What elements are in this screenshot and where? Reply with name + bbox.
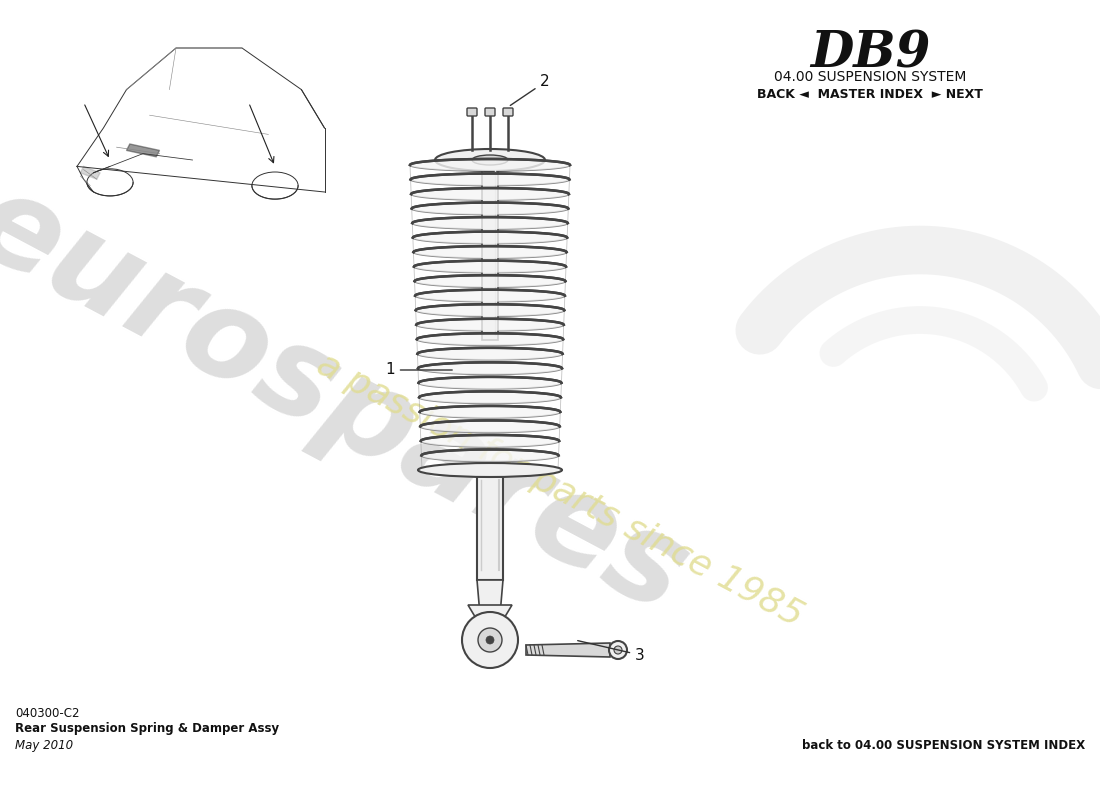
Polygon shape	[482, 165, 498, 340]
FancyBboxPatch shape	[485, 108, 495, 116]
Polygon shape	[410, 159, 570, 171]
Polygon shape	[416, 304, 564, 316]
Polygon shape	[420, 421, 560, 433]
Text: 2: 2	[510, 74, 550, 106]
Polygon shape	[414, 261, 566, 273]
Circle shape	[478, 628, 502, 652]
Polygon shape	[415, 290, 565, 302]
Polygon shape	[421, 435, 559, 447]
Polygon shape	[468, 605, 512, 625]
Polygon shape	[526, 643, 610, 657]
Polygon shape	[414, 246, 566, 258]
Polygon shape	[418, 362, 562, 374]
Polygon shape	[411, 202, 569, 214]
Ellipse shape	[609, 641, 627, 659]
Polygon shape	[420, 406, 560, 418]
Polygon shape	[417, 334, 563, 346]
Polygon shape	[412, 232, 568, 244]
Text: 04.00 SUSPENSION SYSTEM: 04.00 SUSPENSION SYSTEM	[773, 70, 966, 84]
Circle shape	[462, 612, 518, 668]
Ellipse shape	[418, 463, 562, 477]
Ellipse shape	[614, 646, 622, 654]
Polygon shape	[415, 275, 565, 287]
Text: BACK ◄  MASTER INDEX  ► NEXT: BACK ◄ MASTER INDEX ► NEXT	[757, 88, 983, 101]
Text: 3: 3	[578, 641, 645, 662]
Text: DB9: DB9	[810, 30, 931, 79]
Polygon shape	[419, 377, 561, 389]
Text: back to 04.00 SUSPENSION SYSTEM INDEX: back to 04.00 SUSPENSION SYSTEM INDEX	[802, 739, 1085, 752]
Polygon shape	[477, 580, 503, 615]
Polygon shape	[126, 144, 160, 157]
Polygon shape	[477, 475, 503, 580]
Polygon shape	[421, 450, 559, 462]
Polygon shape	[411, 188, 569, 200]
FancyBboxPatch shape	[503, 108, 513, 116]
Text: Rear Suspension Spring & Damper Assy: Rear Suspension Spring & Damper Assy	[15, 722, 279, 735]
Polygon shape	[419, 391, 561, 403]
Ellipse shape	[472, 155, 508, 165]
Text: a passion for parts since 1985: a passion for parts since 1985	[311, 347, 808, 633]
Polygon shape	[416, 318, 563, 330]
FancyBboxPatch shape	[468, 108, 477, 116]
Ellipse shape	[434, 149, 544, 171]
Polygon shape	[80, 166, 100, 179]
Polygon shape	[410, 174, 570, 186]
Text: May 2010: May 2010	[15, 739, 73, 752]
Text: eurospares: eurospares	[0, 161, 707, 639]
Text: 040300-C2: 040300-C2	[15, 707, 79, 720]
Polygon shape	[418, 348, 562, 360]
Circle shape	[486, 636, 494, 644]
Text: 1: 1	[385, 362, 452, 378]
Polygon shape	[412, 217, 568, 229]
